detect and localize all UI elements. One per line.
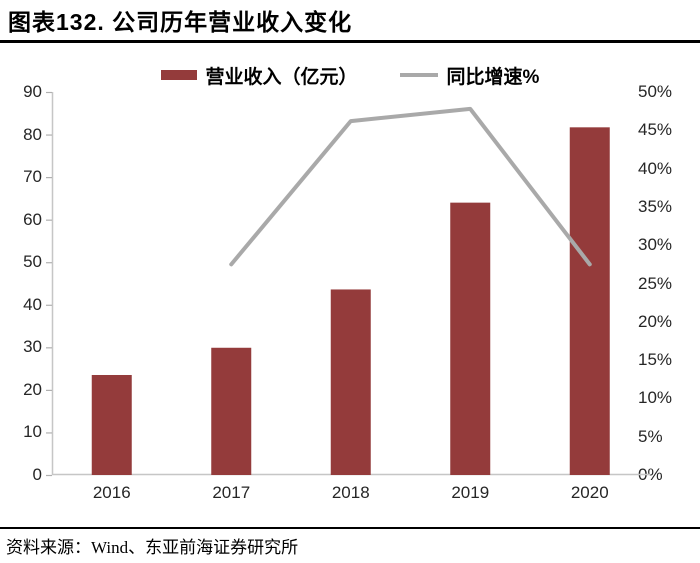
left-axis-tick-label: 30 <box>23 337 42 357</box>
right-axis-tick-label: 10% <box>638 388 673 408</box>
left-axis-tick-label: 60 <box>23 209 42 229</box>
legend-label-revenue: 营业收入（亿元） <box>205 66 358 88</box>
bar-2019 <box>450 202 491 475</box>
x-axis-tick-label: 2016 <box>92 483 131 502</box>
chart-legend: 营业收入（亿元） 同比增速% <box>0 62 700 88</box>
right-axis-tick-label: 30% <box>638 235 673 255</box>
right-axis-tick-label: 5% <box>638 426 663 446</box>
left-axis-tick-label: 70 <box>23 167 42 187</box>
growth-line-swatch-icon <box>399 73 438 77</box>
legend-item-growth: 同比增速% <box>399 62 540 89</box>
left-axis-tick-label: 90 <box>23 82 42 101</box>
left-axis-tick-label: 80 <box>23 124 42 144</box>
bar-2020 <box>569 127 610 475</box>
bar-2017 <box>211 347 252 475</box>
left-axis-tick-label: 10 <box>23 422 42 442</box>
left-axis-tick-label: 20 <box>23 379 42 399</box>
right-axis-tick-label: 20% <box>638 311 673 331</box>
left-axis-tick-label: 0 <box>32 465 42 484</box>
right-axis-tick-label: 25% <box>638 273 673 293</box>
bar-2016 <box>91 374 132 475</box>
x-axis-tick-label: 2020 <box>570 483 609 502</box>
plot-area <box>46 91 650 477</box>
source-note: 资料来源：Wind、东亚前海证券研究所 <box>6 538 299 557</box>
x-axis-tick-label: 2019 <box>451 483 490 502</box>
left-axis-tick-label: 40 <box>23 294 42 314</box>
footer-divider <box>0 527 700 529</box>
right-axis-tick-label: 40% <box>638 158 673 178</box>
legend-item-revenue: 营业收入（亿元） <box>160 62 358 89</box>
right-axis-tick-label: 45% <box>638 120 673 140</box>
right-axis-tick-label: 50% <box>638 82 673 101</box>
x-axis-tick-label: 2018 <box>331 483 370 502</box>
growth-line <box>229 106 592 267</box>
title-divider <box>0 40 700 43</box>
page-title: 图表132. 公司历年营业收入变化 <box>8 9 353 35</box>
revenue-bar-swatch-icon <box>160 70 197 80</box>
bar-2018 <box>330 289 371 475</box>
left-axis-tick-label: 50 <box>23 252 42 272</box>
x-axis-tick-label: 2017 <box>212 483 251 502</box>
right-axis-tick-label: 15% <box>638 350 673 370</box>
legend-label-growth: 同比增速% <box>446 66 540 88</box>
right-axis-tick-label: 0% <box>638 465 663 484</box>
right-axis-tick-label: 35% <box>638 196 673 216</box>
